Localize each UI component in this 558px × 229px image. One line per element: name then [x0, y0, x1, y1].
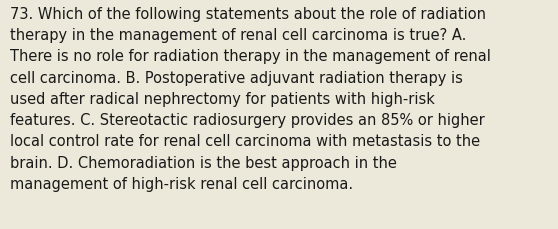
Text: 73. Which of the following statements about the role of radiation
therapy in the: 73. Which of the following statements ab… — [10, 7, 491, 191]
